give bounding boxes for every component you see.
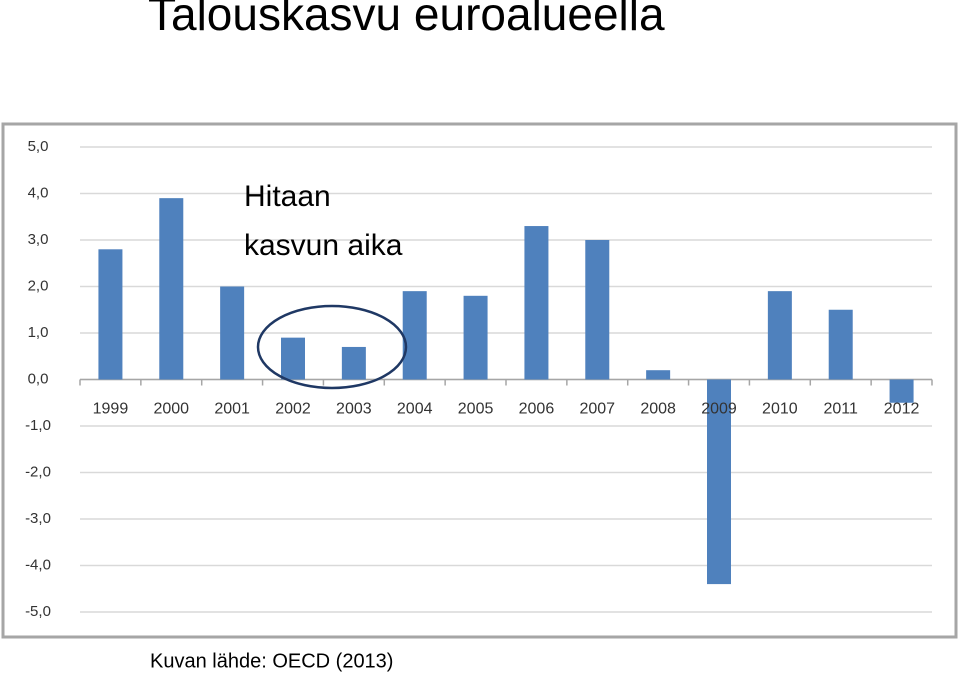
x-tick-label: 2006 — [519, 401, 555, 418]
bar — [402, 291, 427, 380]
x-tick-label: 2011 — [824, 401, 859, 418]
bar — [159, 198, 184, 380]
bar — [889, 379, 914, 403]
x-tick-label: 1999 — [93, 401, 129, 418]
y-tick-label: 4,0 — [28, 184, 49, 201]
bar — [341, 346, 366, 380]
annotation: Hitaan — [244, 180, 331, 213]
highlight-circle — [256, 304, 408, 390]
x-tick-label: 2008 — [640, 401, 676, 418]
bar — [585, 240, 610, 380]
y-tick-label: 0,0 — [28, 370, 49, 387]
x-tick-label: 2001 — [214, 401, 250, 418]
y-tick-label: -2,0 — [25, 463, 51, 480]
x-tick-label: 2004 — [397, 401, 433, 418]
bar — [828, 309, 853, 380]
y-tick-label: -4,0 — [25, 556, 51, 573]
y-tick-label: 5,0 — [28, 138, 49, 155]
bar — [98, 249, 123, 380]
bar — [524, 226, 549, 380]
x-tick-label: 2010 — [762, 401, 798, 418]
plot-area: -5,0 -4,0 -3,0 -2,0 -1,0 0,0 1,0 2,0 3,0 4,0 5,0 19… — [25, 138, 933, 620]
bar — [220, 286, 245, 380]
bar — [281, 337, 305, 380]
bar — [767, 291, 792, 380]
source-note: Kuvan lähde: OECD (2013) — [150, 650, 393, 672]
y-tick-label: 2,0 — [28, 277, 49, 294]
y-tick-label: -3,0 — [25, 510, 51, 527]
x-tick-label: 2005 — [458, 401, 494, 418]
chart-title: Talouskasvu euroalueella — [148, 0, 665, 40]
x-tick-label: 2012 — [884, 401, 920, 418]
y-tick-label: 3,0 — [28, 231, 49, 248]
annotation: kasvun aika — [244, 229, 403, 262]
x-tick-label: 2007 — [579, 401, 615, 418]
bar — [646, 370, 671, 380]
x-tick-label: 2002 — [275, 401, 311, 418]
x-tick-label: 2009 — [701, 401, 737, 418]
chart-frame — [1, 122, 958, 639]
x-tick-label: 2000 — [153, 401, 189, 418]
bar — [707, 379, 731, 585]
x-tick-label: 2003 — [336, 401, 372, 418]
y-tick-label: -1,0 — [25, 417, 51, 434]
bar — [463, 295, 488, 380]
y-tick-label: 1,0 — [28, 324, 49, 341]
y-tick-label: -5,0 — [25, 603, 51, 620]
